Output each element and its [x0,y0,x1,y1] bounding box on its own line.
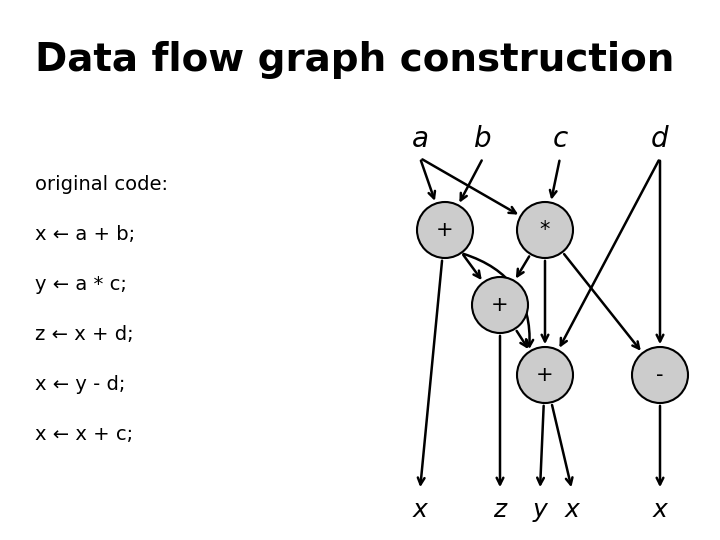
Text: Data flow graph construction: Data flow graph construction [35,41,675,79]
Text: x: x [652,498,667,522]
Text: y ← a * c;: y ← a * c; [35,275,127,294]
Text: x ← x + c;: x ← x + c; [35,426,133,444]
Text: x: x [564,498,580,522]
Text: x: x [413,498,428,522]
Text: +: + [436,220,454,240]
Text: z ← x + d;: z ← x + d; [35,326,134,345]
Circle shape [472,277,528,333]
Circle shape [517,347,573,403]
Circle shape [417,202,473,258]
Circle shape [632,347,688,403]
Text: x ← y - d;: x ← y - d; [35,375,125,395]
Text: y: y [533,498,547,522]
Circle shape [517,202,573,258]
Text: +: + [491,295,509,315]
Text: b: b [474,125,492,153]
Text: z: z [493,498,507,522]
Text: original code:: original code: [35,176,168,194]
Text: c: c [552,125,567,153]
Text: +: + [536,365,554,385]
Text: a: a [412,125,428,153]
Text: *: * [540,220,550,240]
Text: x ← a + b;: x ← a + b; [35,226,135,245]
Text: d: d [651,125,669,153]
Text: -: - [656,365,664,385]
